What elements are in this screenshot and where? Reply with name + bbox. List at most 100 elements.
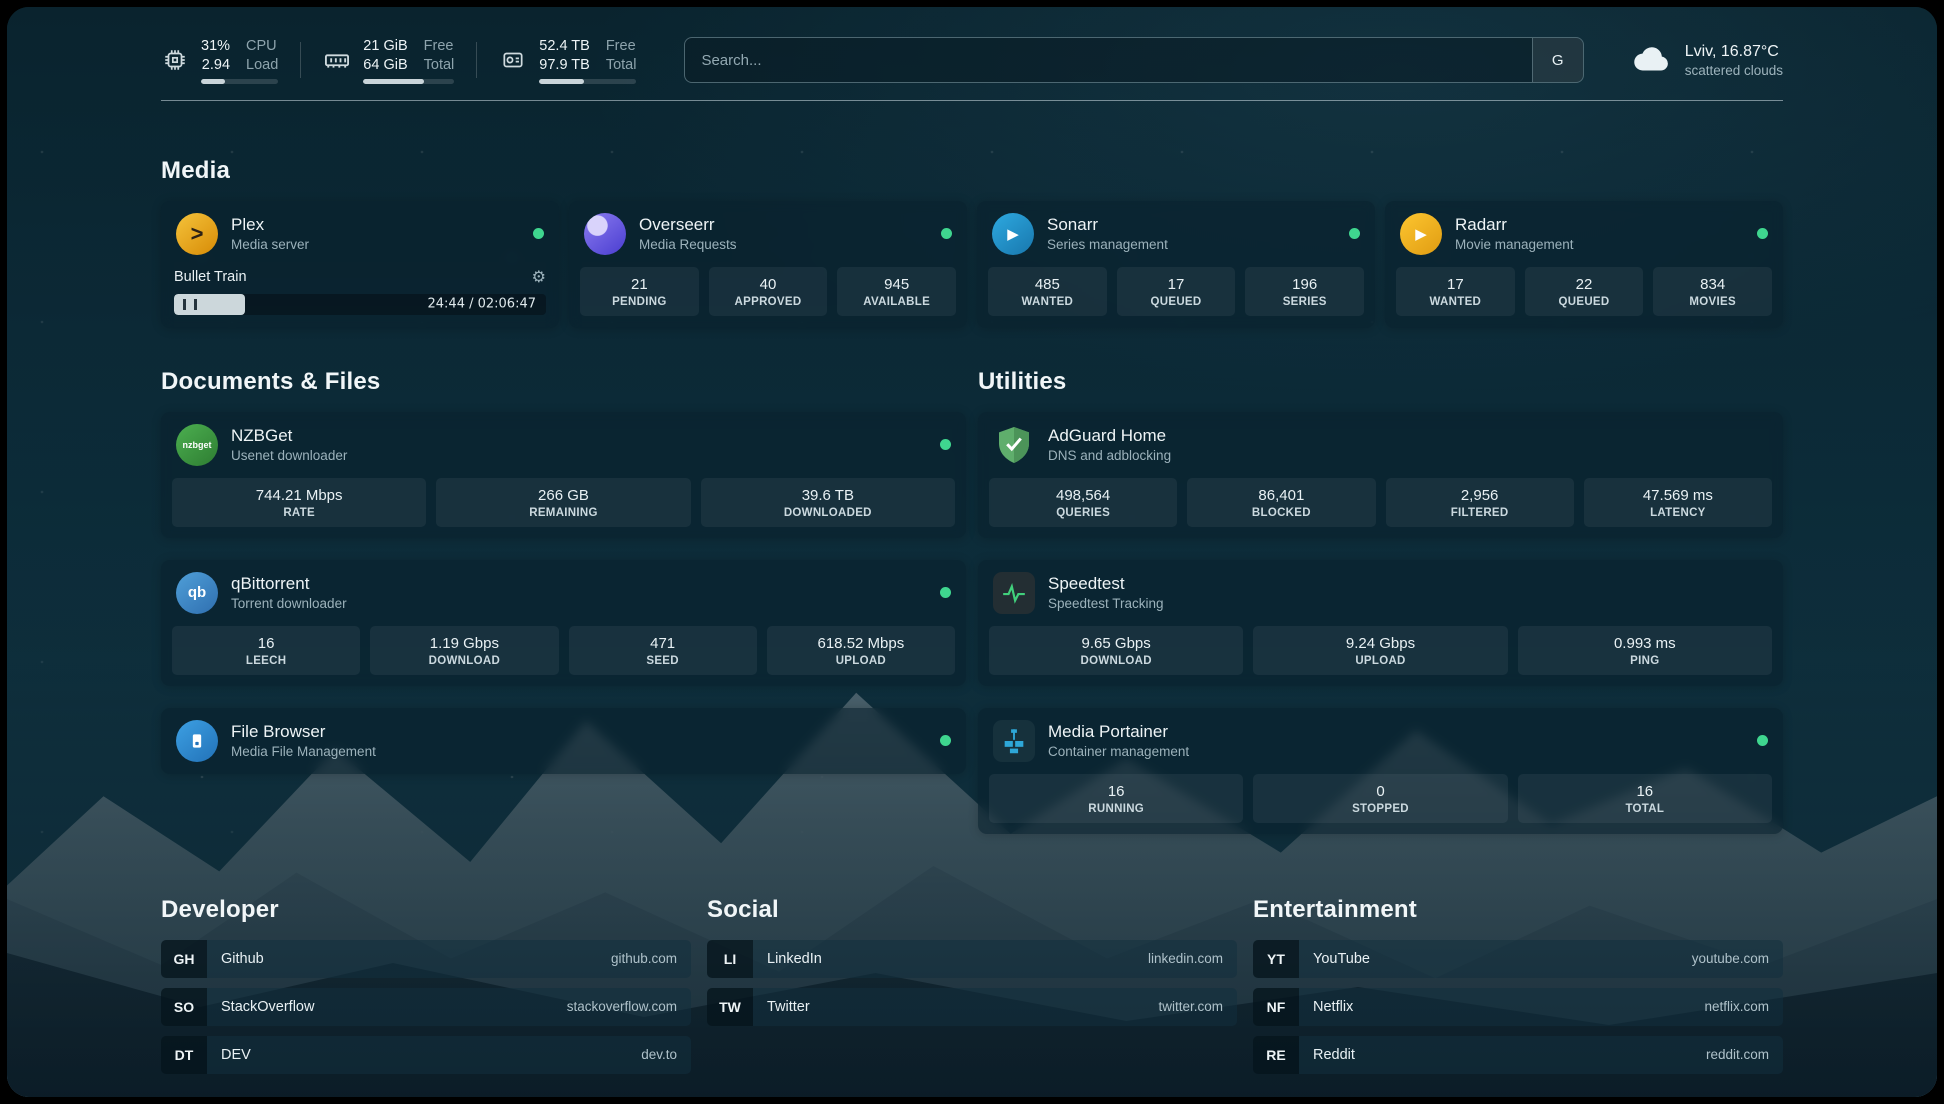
service-name: NZBGet [231, 426, 347, 446]
playback-progress-bar[interactable]: 24:44 / 02:06:47 [174, 294, 546, 315]
cpu-widget: 31% 2.94 CPU Load [161, 37, 278, 84]
stat-label: DOWNLOAD [993, 655, 1239, 667]
search-input[interactable] [685, 38, 1531, 82]
stat-value: 471 [573, 635, 753, 652]
stat-series: 196 SERIES [1245, 267, 1364, 316]
ram-progress-fill [363, 79, 424, 84]
stat-value: 39.6 TB [705, 487, 951, 504]
stat-label: WANTED [992, 296, 1103, 308]
service-subtitle: Media server [231, 237, 309, 252]
cpu-widget-body: 31% 2.94 CPU Load [201, 37, 278, 84]
media-grid: > Plex Media server Bullet Train ⚙ [161, 201, 1783, 328]
bookmark-linkedin[interactable]: LI LinkedIn linkedin.com [707, 940, 1237, 978]
bookmark-name: Twitter [767, 999, 810, 1015]
service-subtitle: Usenet downloader [231, 448, 347, 463]
stat-value: 834 [1657, 276, 1768, 293]
stat-label: DOWNLOADED [705, 507, 951, 519]
topbar-divider [161, 100, 1783, 101]
stat-value: 945 [841, 276, 952, 293]
stat-label: QUERIES [993, 507, 1173, 519]
adguard-card[interactable]: AdGuard Home DNS and adblocking 498,564 … [978, 412, 1783, 538]
disk-progress-fill [539, 79, 584, 84]
bookmark-abbr: NF [1253, 988, 1299, 1026]
stat-value: 16 [993, 783, 1239, 800]
service-name: File Browser [231, 722, 376, 742]
ram-total-label: Total [424, 56, 455, 75]
media-section: Media > Plex Media server Bullet Tr [161, 157, 1783, 328]
service-subtitle: Movie management [1455, 237, 1574, 252]
plex-card[interactable]: > Plex Media server Bullet Train ⚙ [161, 201, 559, 328]
entertainment-bookmarks: Entertainment YT YouTube youtube.com NF … [1253, 896, 1783, 1084]
bookmark-name: YouTube [1313, 951, 1370, 967]
social-bookmarks: Social LI LinkedIn linkedin.com TW Twitt… [707, 896, 1237, 1084]
speedtest-card[interactable]: Speedtest Speedtest Tracking 9.65 Gbps D… [978, 560, 1783, 686]
service-name: Plex [231, 215, 309, 235]
stat-value: 0.993 ms [1522, 635, 1768, 652]
bookmark-stackoverflow[interactable]: SO StackOverflow stackoverflow.com [161, 988, 691, 1026]
cpu-load-label: Load [246, 56, 278, 75]
stat-label: UPLOAD [1257, 655, 1503, 667]
filebrowser-icon [176, 720, 218, 762]
disk-progress-bar [539, 79, 636, 84]
filebrowser-card[interactable]: File Browser Media File Management [161, 708, 966, 774]
stat-value: 498,564 [993, 487, 1173, 504]
stat-label: RATE [176, 507, 422, 519]
middle-columns: Documents & Files nzbget NZBGet Usenet d… [161, 368, 1783, 834]
cpu-progress-fill [201, 79, 225, 84]
overseerr-card[interactable]: Overseerr Media Requests 21 PENDING 40 A… [569, 201, 967, 328]
disk-icon [499, 46, 527, 74]
bookmark-reddit[interactable]: RE Reddit reddit.com [1253, 1036, 1783, 1074]
stat-total: 16 TOTAL [1518, 774, 1772, 823]
weather-widget[interactable]: Lviv, 16.87°C scattered clouds [1632, 43, 1783, 78]
stat-movies: 834 MOVIES [1653, 267, 1772, 316]
bookmark-netflix[interactable]: NF Netflix netflix.com [1253, 988, 1783, 1026]
stat-value: 22 [1529, 276, 1640, 293]
status-dot [1349, 228, 1360, 239]
service-subtitle: Media Requests [639, 237, 737, 252]
stat-stopped: 0 STOPPED [1253, 774, 1507, 823]
status-dot [941, 228, 952, 239]
nzbget-card[interactable]: nzbget NZBGet Usenet downloader 744.21 M… [161, 412, 966, 538]
adguard-shield-icon [993, 424, 1035, 466]
disk-free-label: Free [606, 37, 637, 56]
section-title-entertainment: Entertainment [1253, 896, 1783, 924]
stat-label: PING [1522, 655, 1768, 667]
radarr-icon: ▶ [1400, 213, 1442, 255]
stat-label: BLOCKED [1191, 507, 1371, 519]
sonarr-card[interactable]: ▶ Sonarr Series management 485 WANTED [977, 201, 1375, 328]
speedtest-icon [993, 572, 1035, 614]
cpu-usage-value: 31% [201, 37, 230, 56]
stat-value: 2,956 [1390, 487, 1570, 504]
dashboard-content: 31% 2.94 CPU Load [7, 37, 1937, 1097]
bookmark-domain: dev.to [641, 1047, 677, 1062]
documents-column: Documents & Files nzbget NZBGet Usenet d… [161, 368, 966, 774]
stat-label: SEED [573, 655, 753, 667]
service-subtitle: Torrent downloader [231, 596, 347, 611]
portainer-card[interactable]: Media Portainer Container management 16 … [978, 708, 1783, 834]
stat-value: 47.569 ms [1588, 487, 1768, 504]
service-name: qBittorrent [231, 574, 347, 594]
bookmark-github[interactable]: GH Github github.com [161, 940, 691, 978]
status-dot [940, 439, 951, 450]
stat-label: APPROVED [713, 296, 824, 308]
bookmark-youtube[interactable]: YT YouTube youtube.com [1253, 940, 1783, 978]
bookmark-twitter[interactable]: TW Twitter twitter.com [707, 988, 1237, 1026]
stat-value: 17 [1400, 276, 1511, 293]
qbittorrent-card[interactable]: qb qBittorrent Torrent downloader 16 LEE… [161, 560, 966, 686]
service-subtitle: Container management [1048, 744, 1189, 759]
bookmark-dev[interactable]: DT DEV dev.to [161, 1036, 691, 1074]
section-title-media: Media [161, 157, 1783, 185]
search-bar: G [684, 37, 1583, 83]
stat-value: 196 [1249, 276, 1360, 293]
pause-icon[interactable] [183, 299, 197, 310]
settings-gear-icon[interactable]: ⚙ [532, 267, 546, 287]
cpu-load-value: 2.94 [201, 56, 230, 75]
search-provider-button[interactable]: G [1532, 38, 1583, 82]
overseerr-icon [584, 213, 626, 255]
stat-value: 40 [713, 276, 824, 293]
service-subtitle: Speedtest Tracking [1048, 596, 1164, 611]
bookmark-name: Github [221, 951, 264, 967]
radarr-card[interactable]: ▶ Radarr Movie management 17 WANTED [1385, 201, 1783, 328]
portainer-icon [993, 720, 1035, 762]
cloud-icon [1632, 43, 1672, 78]
